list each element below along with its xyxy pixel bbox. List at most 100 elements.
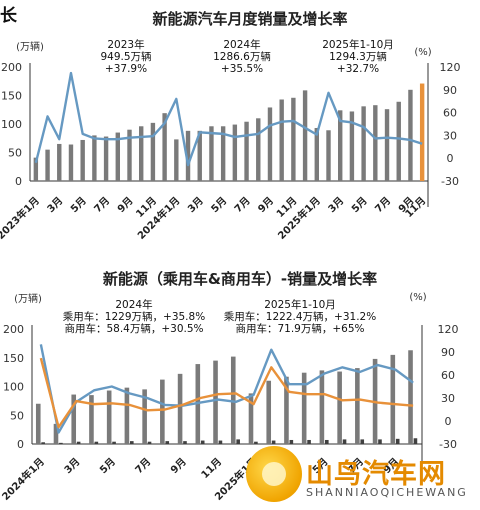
commercial-bar: [130, 441, 134, 444]
annotation-line: 商用车：71.9万辆，+65%: [235, 322, 364, 335]
sales-bar: [267, 107, 273, 181]
sales-bar: [33, 157, 39, 181]
passenger-bar: [266, 380, 272, 444]
sales-bar: [408, 89, 413, 181]
right-tick-label: 90: [443, 84, 457, 97]
right-tick-label: 0: [445, 415, 452, 428]
sales-bar: [57, 143, 62, 181]
right-tick-label: -30: [439, 438, 457, 451]
right-tick-label: 120: [440, 61, 461, 74]
right-tick-label: 30: [441, 392, 455, 405]
sales-bar: [338, 110, 343, 181]
passenger-bar: [337, 371, 342, 444]
annotation-line: +37.9%: [105, 63, 147, 75]
left-tick-label: 0: [17, 438, 24, 451]
sales-bar: [291, 97, 296, 181]
watermark-text: 长: [0, 5, 18, 26]
commercial-bar: [165, 441, 170, 444]
annotation-line: 2024年: [115, 298, 152, 311]
commercial-bar: [342, 439, 347, 444]
annotation-line: 1286.6万辆: [213, 50, 271, 63]
passenger-bar: [71, 394, 77, 444]
commercial-bar: [147, 441, 152, 444]
sales-bar: [279, 99, 284, 181]
x-tick-label: 7月: [133, 456, 153, 476]
annotation-line: 2025年1-10月: [264, 298, 336, 311]
logo-subtitle: SHANNIAOQICHEWANG: [306, 486, 468, 499]
x-tick-label: 2024年1月: [0, 455, 47, 503]
passenger-bar: [355, 368, 360, 444]
sales-bar: [68, 144, 74, 181]
commercial-bar: [395, 438, 400, 444]
x-tick-label: 3月: [62, 456, 82, 476]
right-tick-label: 0: [447, 152, 454, 165]
right-axis-unit: (%): [414, 47, 431, 58]
annotation-line: 乘用车：1222.4万辆，+31.2%: [224, 310, 376, 323]
sales-bar: [232, 124, 238, 181]
x-tick-label: 9月: [115, 195, 135, 215]
x-tick-label: 5月: [209, 195, 229, 215]
passenger-bar: [124, 387, 130, 444]
commercial-bar: [325, 439, 329, 444]
sales-bar: [127, 129, 132, 181]
passenger-bar: [390, 354, 396, 444]
passenger-bar: [35, 403, 41, 444]
sales-bar: [162, 113, 167, 181]
left-tick-label: 50: [8, 147, 22, 160]
x-tick-label: 5月: [349, 195, 369, 215]
sales-bar: [314, 127, 319, 181]
commercial-bar: [183, 441, 187, 444]
sales-bar: [361, 106, 366, 181]
left-tick-label: 150: [1, 90, 22, 103]
commercial-bar: [218, 440, 223, 444]
growth-line: [34, 71, 423, 167]
sales-bar: [256, 118, 261, 181]
passenger-bar: [142, 389, 147, 444]
commercial-bar: [271, 440, 276, 444]
left-tick-label: 100: [1, 118, 22, 131]
commercial-bar: [307, 439, 311, 444]
sales-bar: [115, 132, 120, 181]
x-tick-label: 7月: [232, 195, 252, 215]
commercial-bar: [360, 439, 365, 444]
commercial-bar: [112, 441, 116, 444]
right-tick-label: 60: [441, 369, 455, 382]
left-tick-label: 200: [3, 323, 24, 336]
passenger-bar: [89, 395, 94, 444]
right-axis-unit: (%): [409, 292, 426, 303]
left-axis-unit: (万辆): [14, 292, 42, 305]
annotation-line: 1294.3万辆: [329, 50, 387, 63]
passenger-growth-line: [39, 344, 414, 434]
commercial-bar: [41, 442, 45, 444]
passenger-bar: [301, 372, 307, 444]
passenger-bar: [213, 360, 218, 444]
commercial-growth-line: [39, 357, 414, 429]
sales-bar: [384, 109, 390, 181]
logo-name: 山鸟汽车网: [306, 459, 446, 490]
right-tick-label: 90: [441, 346, 455, 359]
sales-bar: [150, 122, 156, 181]
sales-bar: [220, 126, 226, 181]
passenger-bar: [284, 376, 289, 444]
sales-bar: [80, 139, 85, 181]
annotation-line: 2025年1-10月: [322, 38, 394, 51]
annotation-line: +35.5%: [221, 63, 263, 75]
x-tick-label: 3月: [45, 195, 65, 215]
passenger-bar: [408, 350, 413, 444]
x-tick-label: 5月: [97, 456, 117, 476]
commercial-bar: [413, 438, 418, 444]
x-tick-label: 11月: [199, 456, 224, 481]
right-tick-label: -30: [441, 175, 459, 188]
commercial-bar: [200, 440, 205, 444]
commercial-bar: [76, 441, 81, 444]
chart-title: 新能源汽车月度销量及增长率: [152, 10, 347, 28]
commercial-bar: [236, 439, 240, 444]
commercial-bar: [94, 441, 99, 444]
passenger-bar: [160, 379, 165, 444]
left-axis-unit: (万辆): [16, 40, 44, 53]
passenger-bar: [319, 370, 325, 444]
sales-bar: [302, 90, 308, 181]
right-tick-label: 30: [443, 129, 457, 142]
